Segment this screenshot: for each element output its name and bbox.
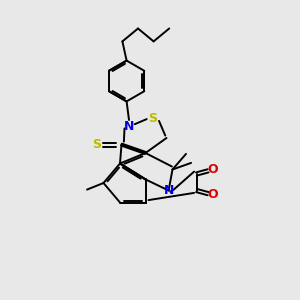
Text: N: N	[164, 184, 174, 197]
Text: S: S	[148, 112, 158, 125]
Text: N: N	[124, 119, 134, 133]
Text: S: S	[92, 138, 101, 151]
Text: O: O	[208, 188, 218, 202]
Text: O: O	[208, 163, 218, 176]
